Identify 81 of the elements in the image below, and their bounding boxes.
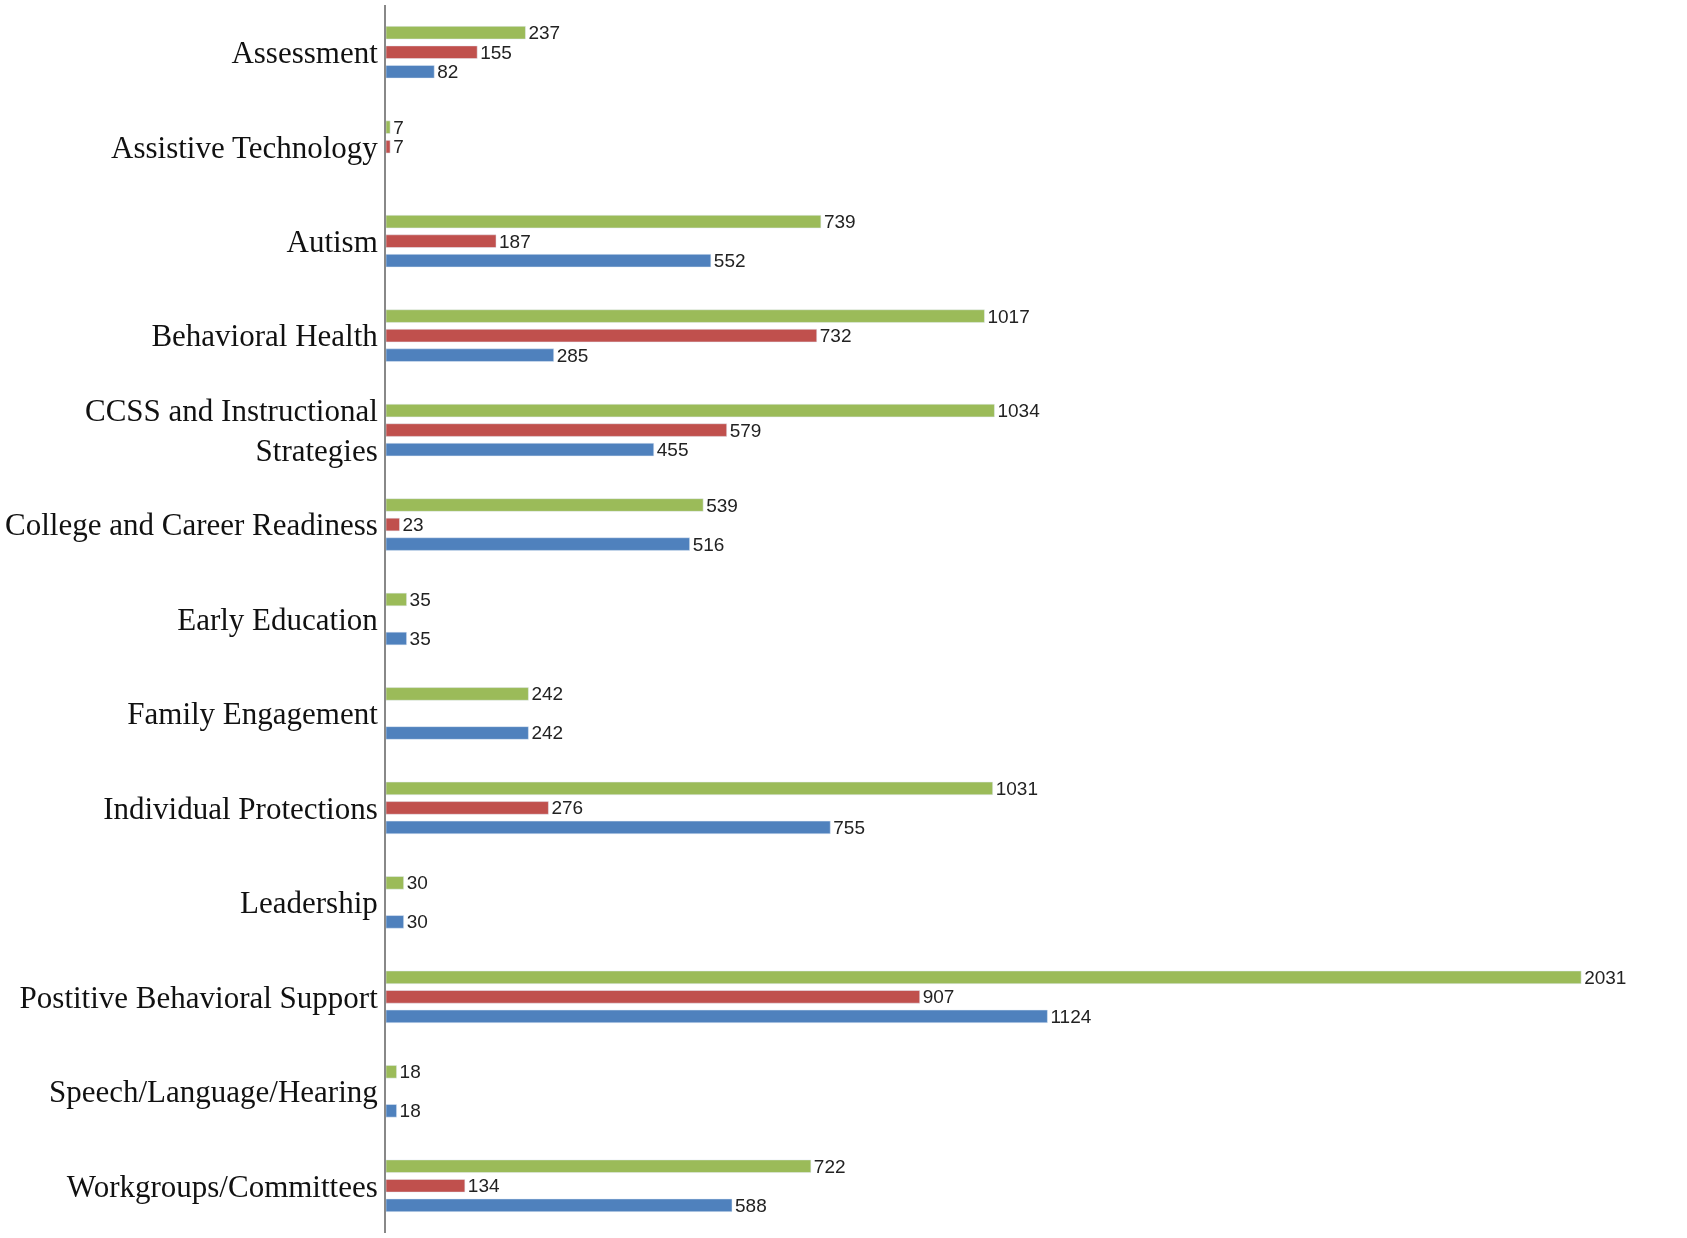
data-label: 7: [393, 136, 404, 158]
data-label: 539: [706, 494, 738, 516]
data-label: 242: [531, 722, 564, 744]
bar: [386, 254, 712, 268]
bar: [386, 309, 985, 323]
data-label: 907: [922, 986, 955, 1008]
bar: [386, 537, 690, 551]
bar: [386, 631, 407, 646]
y-tick-label: Workgroups/Committees: [66, 1168, 378, 1204]
y-tick-label: Postitive Behavioral Support: [19, 979, 379, 1015]
y-tick-label: Autism: [286, 224, 378, 259]
bar: [386, 120, 391, 134]
data-label: 187: [499, 230, 531, 252]
data-label: 552: [713, 250, 746, 272]
data-label: 155: [480, 41, 512, 63]
bar: [386, 65, 435, 79]
data-label: 82: [437, 61, 459, 83]
bar: [386, 403, 995, 418]
bar: [386, 498, 704, 512]
y-tick-label: College and Career Readiness: [5, 507, 378, 543]
data-label: 237: [528, 22, 561, 44]
bar: [386, 876, 404, 890]
data-label: 588: [735, 1194, 767, 1216]
data-label: 23: [402, 514, 424, 536]
data-label: 30: [406, 911, 428, 933]
data-label: 1031: [995, 777, 1038, 799]
data-label: 2031: [1584, 966, 1627, 988]
y-tick-label: Individual Protections: [103, 790, 378, 826]
data-label: 579: [729, 419, 762, 441]
bar: [386, 1065, 397, 1079]
data-label: 732: [819, 325, 852, 347]
bar: [386, 801, 549, 815]
data-label: 134: [467, 1175, 500, 1197]
bar: [386, 329, 817, 343]
bar: [386, 215, 822, 229]
data-label: 285: [556, 344, 589, 366]
bar: [386, 1009, 1048, 1023]
bar: [386, 423, 727, 437]
data-label: 35: [409, 628, 431, 650]
bar: [386, 990, 920, 1004]
y-tick-label: Family Engagement: [127, 696, 379, 732]
y-tick-label: Leadership: [240, 885, 378, 921]
data-label: 30: [406, 872, 428, 894]
data-label: 516: [692, 533, 725, 555]
data-label: 722: [813, 1155, 846, 1177]
data-label: 739: [823, 211, 856, 233]
bar: [386, 915, 404, 929]
bar: [386, 1104, 397, 1118]
bar: [386, 517, 400, 532]
data-label: 35: [409, 588, 431, 610]
data-label: 18: [399, 1061, 421, 1083]
bar: [386, 26, 526, 40]
y-tick-label: Assessment: [231, 35, 379, 71]
bar: [386, 726, 529, 740]
bar: [386, 348, 554, 362]
bar: [386, 443, 654, 457]
bar: [386, 781, 993, 795]
bar: [386, 234, 497, 248]
bar: [386, 1159, 812, 1173]
data-label: 455: [656, 439, 689, 461]
y-tick-label: CCSS and Instructional Strategies: [85, 392, 378, 469]
bar: [386, 592, 407, 607]
data-label: 18: [399, 1100, 421, 1122]
bar: [386, 687, 529, 701]
bar: [386, 45, 478, 59]
bar: [386, 820, 831, 835]
y-tick-label: Behavioral Health: [151, 318, 379, 354]
data-label: 755: [833, 816, 865, 838]
data-label: 7: [393, 116, 404, 138]
data-label: 1034: [997, 400, 1041, 422]
y-tick-label: Assistive Technology: [111, 129, 379, 165]
bar: [386, 1179, 466, 1193]
y-tick-label: Speech/Language/Hearing: [48, 1074, 378, 1110]
data-label: 1017: [987, 305, 1030, 327]
data-label: 1124: [1050, 1005, 1092, 1027]
y-tick-label: Early Education: [177, 601, 379, 637]
bar: [386, 1198, 733, 1212]
bar: [386, 140, 391, 154]
data-label: 276: [551, 797, 584, 819]
bar: [386, 970, 1582, 984]
data-label: 242: [531, 683, 564, 705]
